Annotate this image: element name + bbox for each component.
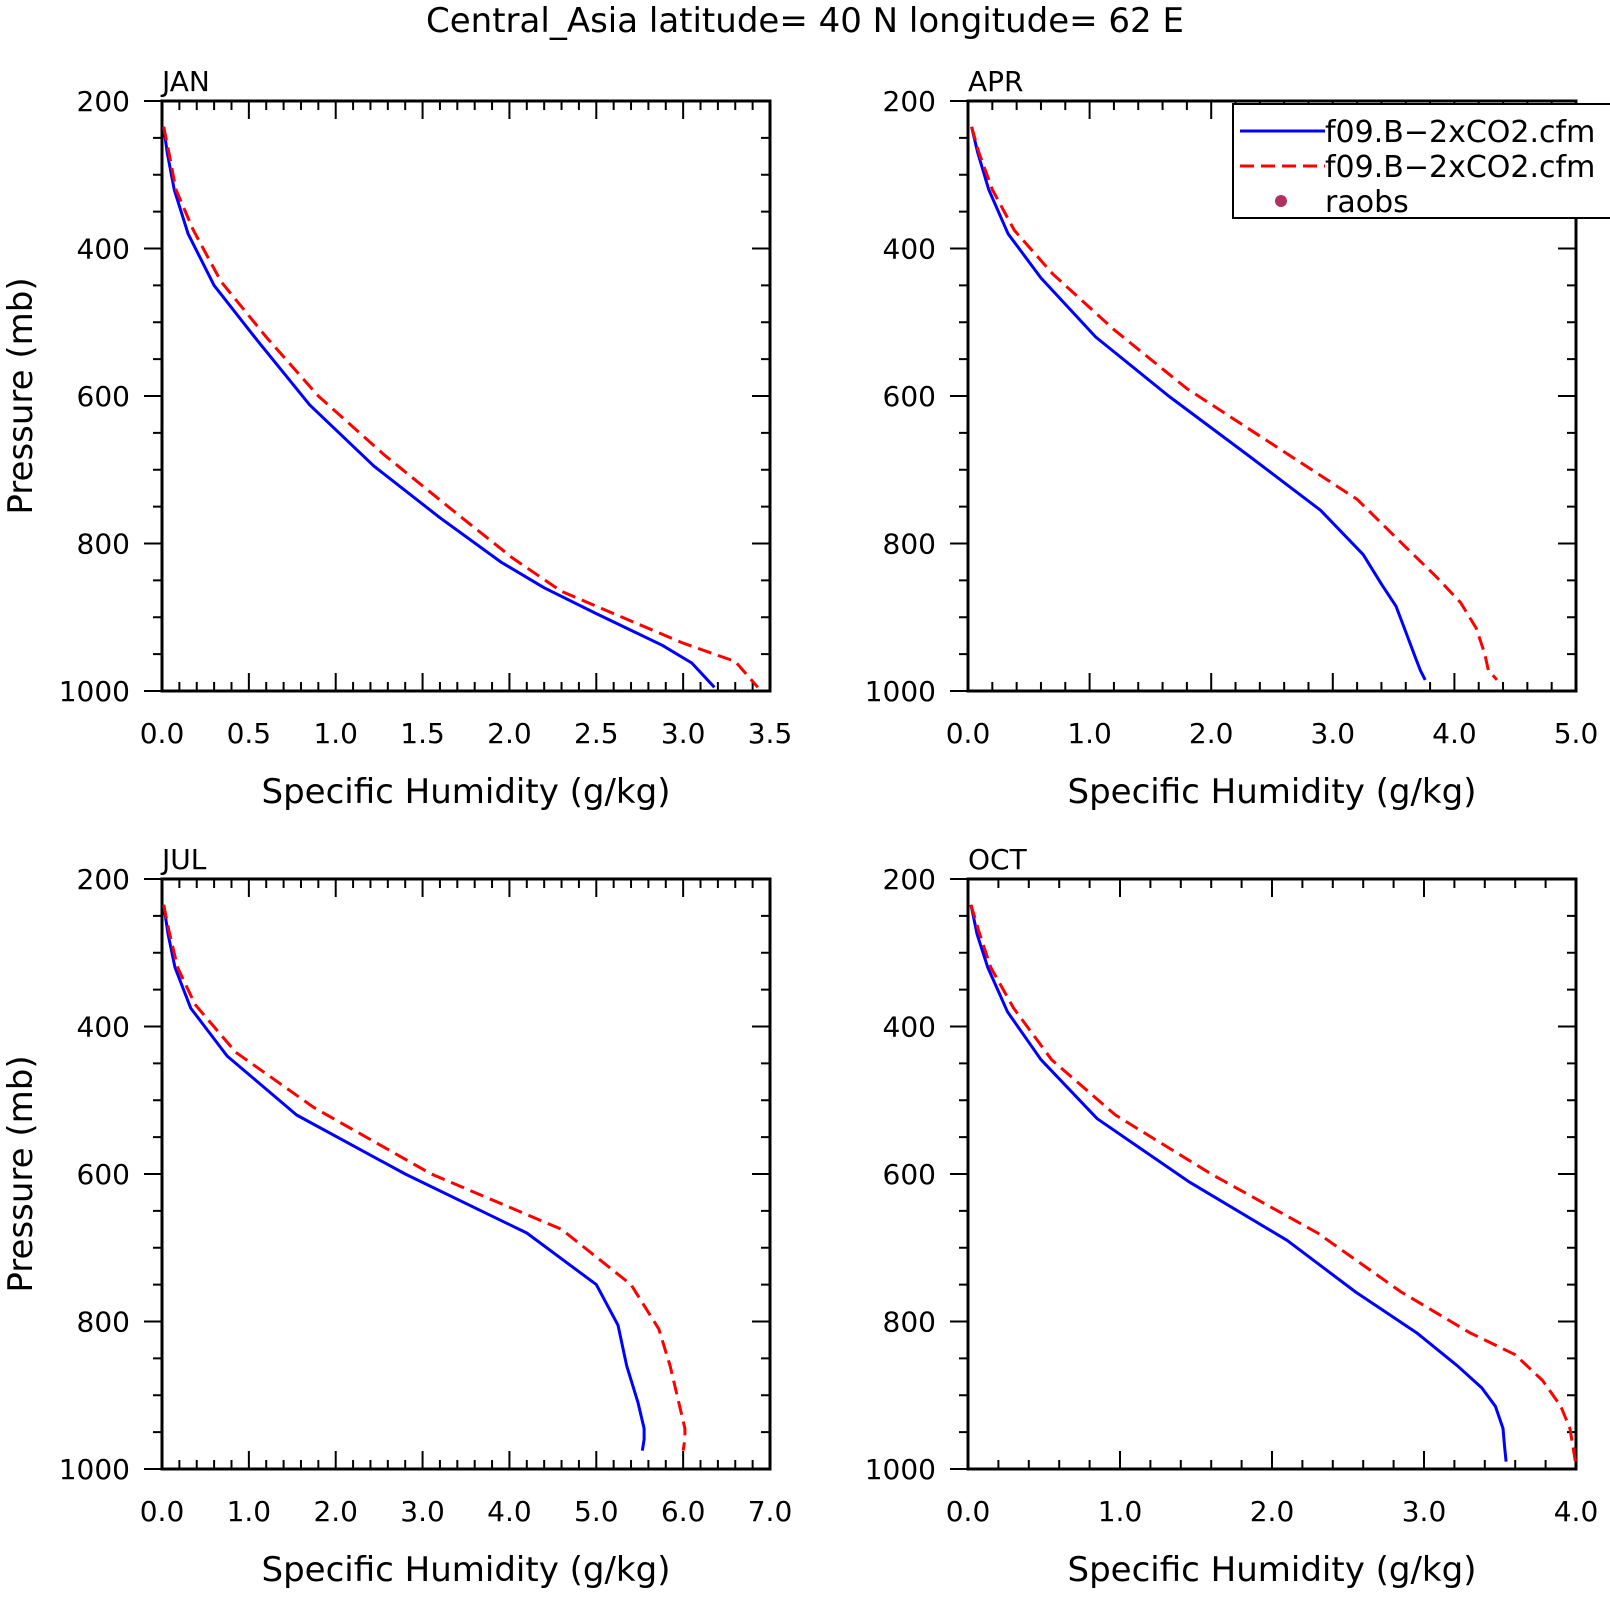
x-tick-label: 6.0 (661, 1495, 706, 1528)
series-line-dashed (162, 126, 759, 689)
x-tick-label: 5.0 (1554, 717, 1599, 750)
panel-jan: JAN 0.0 0.5 1.0 1.5 2.0 2.5 3.0 3.5 200 400 600 800 1… (1, 65, 792, 812)
x-tick-label: 2.0 (1250, 1495, 1295, 1528)
panel-title: JAN (160, 65, 210, 98)
y-axis-label: Pressure (mb) (1, 277, 41, 514)
y-tick-label: 1000 (59, 675, 130, 708)
x-tick-label: 4.0 (1554, 1495, 1599, 1528)
panel-title: OCT (968, 843, 1028, 876)
y-tick-label: 600 (883, 1158, 936, 1191)
y-tick-label: 1000 (865, 1453, 936, 1486)
x-tick-label: 0.0 (140, 1495, 185, 1528)
y-tick-label: 200 (77, 85, 130, 118)
figure-title: Central_Asia latitude= 40 N longitude= 6… (426, 1, 1184, 41)
y-tick-label: 400 (883, 1011, 936, 1044)
panel-oct: OCT 0.0 1.0 2.0 3.0 4.0 200 400 600 800 1000 Specif… (865, 843, 1599, 1590)
panel-title: APR (968, 65, 1024, 98)
x-tick-label: 2.0 (1189, 717, 1234, 750)
x-tick-label: 4.0 (487, 1495, 532, 1528)
series-line-solid (969, 904, 1508, 1462)
x-tick-label: 3.5 (748, 717, 793, 750)
x-tick-label: 0.5 (227, 717, 272, 750)
legend-label: f09.B−2xCO2.cfm (1325, 115, 1595, 150)
series-line-solid (162, 904, 646, 1451)
x-tick-label: 2.0 (487, 717, 532, 750)
y-tick-label: 800 (883, 528, 936, 561)
x-tick-label: 0.0 (946, 1495, 991, 1528)
y-axis-label: Pressure (mb) (1, 1055, 41, 1292)
y-tick-label: 800 (883, 1306, 936, 1339)
panel-jul: JUL 0.0 1.0 2.0 3.0 4.0 5.0 6.0 7.0 200 400 600 800 1… (1, 843, 792, 1590)
x-tick-label: 1.0 (227, 1495, 272, 1528)
x-tick-label: 0.0 (140, 717, 185, 750)
x-tick-label: 1.5 (400, 717, 445, 750)
y-tick-label: 200 (883, 863, 936, 896)
x-tick-label: 2.0 (313, 1495, 358, 1528)
x-tick-label: 3.0 (1311, 717, 1356, 750)
legend-label: raobs (1325, 185, 1409, 220)
plot-frame (160, 99, 772, 693)
panel-title: JUL (160, 843, 207, 876)
plot-frame (160, 877, 772, 1471)
y-tick-label: 400 (77, 1011, 130, 1044)
series-line-dashed (969, 904, 1578, 1466)
y-tick-label: 600 (77, 380, 130, 413)
y-tick-label: 800 (77, 1306, 130, 1339)
y-tick-label: 600 (77, 1158, 130, 1191)
x-tick-label: 1.0 (313, 717, 358, 750)
y-tick-label: 1000 (59, 1453, 130, 1486)
series-line-solid (162, 126, 716, 689)
x-tick-label: 3.0 (400, 1495, 445, 1528)
series-line-dashed (970, 126, 1499, 681)
series-line-dashed (162, 904, 687, 1451)
x-tick-label: 7.0 (748, 1495, 793, 1528)
x-tick-label: 1.0 (1067, 717, 1112, 750)
x-axis-label: Specific Humidity (g/kg) (262, 772, 671, 812)
legend-box (1232, 103, 1610, 219)
series-line-solid (970, 126, 1427, 681)
x-axis-label: Specific Humidity (g/kg) (1068, 772, 1477, 812)
y-tick-label: 200 (77, 863, 130, 896)
y-tick-label: 600 (883, 380, 936, 413)
x-tick-label: 2.5 (574, 717, 619, 750)
x-tick-label: 3.0 (661, 717, 706, 750)
y-tick-label: 1000 (865, 675, 936, 708)
x-tick-label: 0.0 (946, 717, 991, 750)
legend-marker-dot (1275, 195, 1287, 207)
y-tick-label: 400 (883, 233, 936, 266)
x-tick-label: 5.0 (574, 1495, 619, 1528)
y-tick-label: 200 (883, 85, 936, 118)
legend-label: f09.B−2xCO2.cfm (1325, 150, 1595, 185)
panels: JAN 0.0 0.5 1.0 1.5 2.0 2.5 3.0 3.5 200 400 600 800 1… (1, 65, 1598, 1590)
x-tick-label: 3.0 (1402, 1495, 1447, 1528)
x-tick-label: 4.0 (1432, 717, 1477, 750)
y-tick-label: 800 (77, 528, 130, 561)
y-tick-label: 400 (77, 233, 130, 266)
x-axis-label: Specific Humidity (g/kg) (262, 1550, 671, 1590)
x-axis-label: Specific Humidity (g/kg) (1068, 1550, 1477, 1590)
plot-frame (966, 877, 1578, 1471)
x-tick-label: 1.0 (1098, 1495, 1143, 1528)
